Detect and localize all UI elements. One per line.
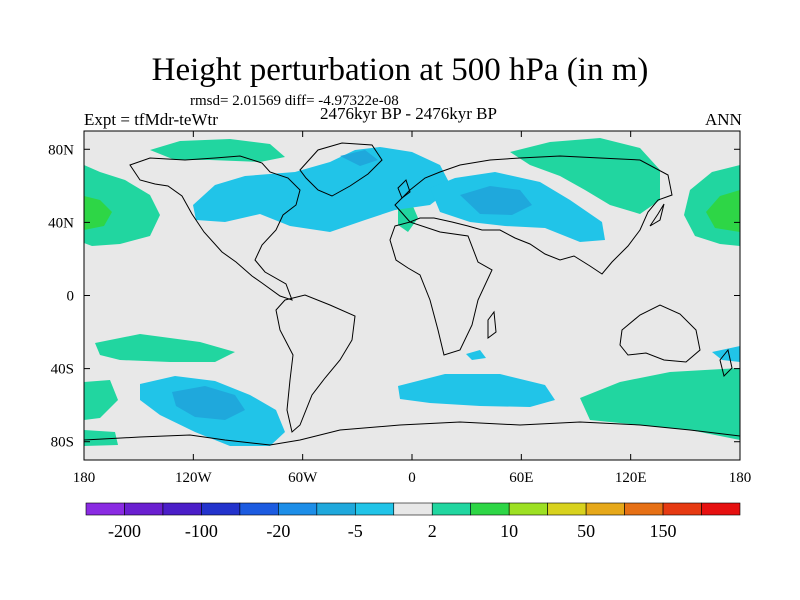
season-label: ANN (705, 110, 742, 129)
y-tick-label: 0 (67, 289, 75, 305)
chart-title: Height perturbation at 500 hPa (in m) (151, 52, 649, 88)
colorbar-swatch (431, 502, 472, 516)
indian-ocean-small-negative (466, 350, 486, 360)
colorbar-swatch (701, 502, 741, 516)
period-label: 2476kyr BP - 2476kyr BP (320, 104, 497, 123)
south-pacific-negative-core (172, 386, 245, 420)
colorbar-label: 50 (577, 521, 595, 541)
colorbar-swatch (162, 502, 202, 516)
australia-coast (619, 304, 701, 363)
x-tick-label: 180 (729, 470, 752, 486)
coastlines (84, 142, 740, 446)
southern-ocean-positive (84, 430, 118, 446)
arctic-positive (150, 139, 285, 162)
greenland-negative-core (340, 150, 378, 166)
x-tick-label: 60W (288, 470, 318, 486)
colorbar-label: 2 (428, 521, 437, 541)
south-pacific-positive (95, 334, 235, 362)
colorbar-swatch (278, 502, 318, 516)
colorbar-swatch (124, 502, 164, 516)
south-indian-positive (580, 368, 740, 440)
dateline-south-positive (84, 380, 118, 420)
y-tick-label: 80S (51, 435, 74, 451)
y-tick-label: 80N (48, 142, 74, 158)
colorbar-swatch (354, 502, 395, 516)
colorbar-swatch (85, 502, 125, 516)
colorbar-swatch (239, 502, 279, 516)
colorbar-swatch (316, 502, 356, 516)
colorbar-label: -5 (348, 521, 363, 541)
colorbar-label: -100 (185, 521, 218, 541)
colorbar-label: -200 (108, 521, 141, 541)
colorbar-swatch (201, 502, 241, 516)
uk-coast (397, 179, 411, 199)
iberia-positive (398, 204, 418, 232)
colorbar-label: 10 (500, 521, 518, 541)
australia-south-negative (712, 346, 740, 362)
colorbar: -200 -100 -20 -5 2 10 50 150 (85, 502, 741, 541)
colorbar-swatch (508, 502, 548, 516)
colorbar-label: -20 (266, 521, 290, 541)
stats-text: rmsd= 2.01569 diff= -4.97322e-08 (190, 93, 399, 109)
antarctica-coast (84, 421, 740, 446)
africa-coast (389, 221, 493, 356)
x-tick-label: 60E (509, 470, 533, 486)
colorbar-swatch (470, 502, 510, 516)
anomaly-fields (84, 138, 740, 446)
colorbar-swatch (662, 502, 702, 516)
eurasia-negative-core (460, 186, 532, 215)
north-atlantic-negative (193, 147, 452, 232)
south-america-coast (275, 294, 356, 433)
colorbar-swatch (547, 502, 587, 516)
colorbar-swatch (624, 502, 664, 516)
colorbar-label: 150 (650, 521, 677, 541)
y-tick-label: 40S (51, 362, 74, 378)
y-axis: 80N 40N 0 40S 80S (48, 142, 740, 451)
madagascar-coast (487, 310, 497, 339)
x-tick-label: 120W (175, 470, 213, 486)
north-america-coast (129, 155, 301, 301)
x-tick-label: 120E (615, 470, 647, 486)
europe-asia-coast (394, 155, 673, 275)
japan-coast (649, 203, 665, 227)
x-axis: 180 120W 60W 0 60E 120E 180 (73, 131, 752, 486)
experiment-label: Expt = tfMdr-teWtr (84, 110, 218, 129)
greenland-coast (299, 142, 383, 197)
colorbar-swatch (585, 502, 625, 516)
x-tick-label: 180 (73, 470, 96, 486)
colorbar-swatch (393, 502, 433, 516)
south-atlantic-negative (398, 374, 555, 407)
y-tick-label: 40N (48, 215, 74, 231)
new-zealand-coast (719, 348, 733, 377)
x-tick-label: 0 (408, 470, 416, 486)
